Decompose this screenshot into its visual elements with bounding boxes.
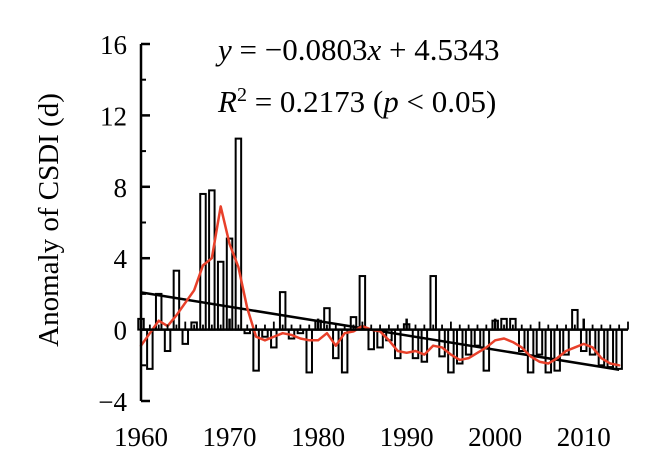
y-tick-label-2: 4 [114,244,128,274]
bar-2014 [615,328,623,370]
r2-r: R [217,84,237,119]
bar-1985 [358,275,367,331]
bar-2010 [579,328,588,353]
smoothed-line [139,205,621,367]
y-tick-labels: −4 0 4 8 12 16 [98,30,127,417]
bar-1992 [420,328,429,363]
bar-1999 [482,328,491,372]
smoothed-line-group [139,205,621,367]
bar-2006 [544,328,553,374]
y-tick-label-5: 16 [100,30,127,60]
bar-1998 [473,328,482,347]
bar-1976 [278,291,287,331]
x-tick-labels: 1960 1970 1980 1990 2000 2010 [114,422,611,452]
bar-2004 [526,328,535,374]
y-tick-label-3: 8 [114,173,128,203]
y-tick-label-1: 0 [114,316,128,346]
x-tick-label-2000: 2000 [468,422,522,452]
bar-1967 [199,192,207,331]
x-tick-label-1990: 1990 [380,422,434,452]
bar-1997 [464,328,473,356]
bar-1991 [411,328,420,360]
eq-tail: + 4.5343 [381,32,499,67]
r2-val: = 0.2173 ( [247,84,383,119]
eq-y: y [215,32,232,67]
x-tick-label-1980: 1980 [291,422,345,452]
x-tick-label-2010: 2010 [557,422,611,452]
r2-rest: < 0.05) [399,84,497,119]
eq-body: = −0.0803 [232,32,368,67]
y-tick-label-0: −4 [98,387,127,417]
bar-1986 [367,328,375,351]
r2-p: p [381,84,399,119]
bar-1965 [181,328,190,345]
regression-equation: y = −0.0803x + 4.5343 [215,32,499,67]
r-squared-annotation: R2 = 0.2173 (p < 0.05) [217,84,496,119]
x-tick-label-1960: 1960 [114,422,168,452]
bar-1969 [216,260,225,331]
x-tick-label-1970: 1970 [203,422,257,452]
bar-1971 [234,137,243,331]
axes [139,42,629,403]
bar-series [137,137,623,374]
y-axis-title: Anomaly of CSDI (d) [33,93,65,347]
bar-1979 [305,328,313,374]
bar-1993 [429,275,437,331]
bar-1994 [438,328,446,358]
bar-1995 [447,328,455,374]
bar-1963 [163,328,172,353]
bar-2005 [535,328,544,356]
bar-1964 [172,269,181,331]
bar-2007 [553,328,561,372]
eq-x: x [366,32,381,67]
r2-sup: 2 [237,84,247,106]
y-tick-label-4: 12 [100,101,127,131]
